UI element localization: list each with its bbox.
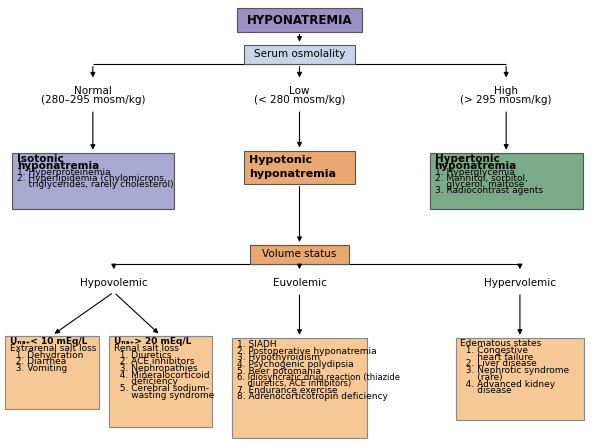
FancyBboxPatch shape xyxy=(109,335,213,427)
Text: 3. Nephropathies: 3. Nephropathies xyxy=(114,364,197,373)
Text: disease: disease xyxy=(460,386,512,395)
FancyBboxPatch shape xyxy=(244,45,355,64)
Text: diuretics, ACE inhibitors): diuretics, ACE inhibitors) xyxy=(237,379,351,388)
Text: Volume status: Volume status xyxy=(262,249,337,259)
Text: 3. Nephrotic syndrome: 3. Nephrotic syndrome xyxy=(460,366,570,375)
Text: Edematous states: Edematous states xyxy=(460,339,541,348)
Text: Renal salt loss: Renal salt loss xyxy=(114,344,179,353)
Text: glycerol, maltose: glycerol, maltose xyxy=(435,180,524,189)
Text: 2. Liver disease: 2. Liver disease xyxy=(460,359,537,368)
Text: 4. Advanced kidney: 4. Advanced kidney xyxy=(460,380,555,388)
Text: 1. Diuretics: 1. Diuretics xyxy=(114,351,171,359)
FancyBboxPatch shape xyxy=(244,151,355,184)
Text: wasting syndrome: wasting syndrome xyxy=(114,391,214,400)
Text: HYPONATREMIA: HYPONATREMIA xyxy=(247,13,352,27)
Text: 1. Congestive: 1. Congestive xyxy=(460,346,528,355)
Text: 8. Adrenocorticotropin deficiency: 8. Adrenocorticotropin deficiency xyxy=(237,392,388,401)
Text: 4. Psychogenic polydipsia: 4. Psychogenic polydipsia xyxy=(237,360,353,369)
Text: 2. Hyperlipidemia (chylomicrons,: 2. Hyperlipidemia (chylomicrons, xyxy=(17,174,167,183)
Text: Normal: Normal xyxy=(74,87,112,96)
Text: High: High xyxy=(494,87,518,96)
Text: Uₙₐ₊< 10 mEq/L: Uₙₐ₊< 10 mEq/L xyxy=(10,337,87,346)
Text: 7. Endurance exercise: 7. Endurance exercise xyxy=(237,386,337,395)
Text: Extrarenal salt loss: Extrarenal salt loss xyxy=(10,344,96,353)
Text: 1. Hyperproteinemia: 1. Hyperproteinemia xyxy=(17,168,110,177)
Text: hyponatremia: hyponatremia xyxy=(249,169,336,179)
Text: (< 280 mosm/kg): (< 280 mosm/kg) xyxy=(254,95,345,105)
FancyBboxPatch shape xyxy=(455,338,584,420)
FancyBboxPatch shape xyxy=(232,338,367,438)
Text: Low: Low xyxy=(289,87,310,96)
Text: (rare): (rare) xyxy=(460,373,503,382)
Text: triglycerides, rarely cholesterol): triglycerides, rarely cholesterol) xyxy=(17,180,173,189)
Text: Serum osmolality: Serum osmolality xyxy=(254,50,345,59)
FancyBboxPatch shape xyxy=(250,245,349,264)
Text: hyponatremia: hyponatremia xyxy=(435,161,517,171)
Text: heart failure: heart failure xyxy=(460,353,534,362)
FancyBboxPatch shape xyxy=(430,153,582,209)
Text: Isotonic: Isotonic xyxy=(17,154,63,164)
Text: Hypertonic: Hypertonic xyxy=(435,154,500,164)
Text: 5. Cerebral sodium-: 5. Cerebral sodium- xyxy=(114,384,208,393)
Text: 5. Beer potomania: 5. Beer potomania xyxy=(237,367,321,376)
Text: Hypotonic: Hypotonic xyxy=(249,155,312,165)
FancyBboxPatch shape xyxy=(5,335,99,409)
Text: Hypervolemic: Hypervolemic xyxy=(484,278,556,288)
Text: hyponatremia: hyponatremia xyxy=(17,161,99,171)
Text: 2. Mannitol, sorbitol,: 2. Mannitol, sorbitol, xyxy=(435,174,528,183)
Text: deficiency: deficiency xyxy=(114,377,177,386)
Text: 3. Hypothyroidism: 3. Hypothyroidism xyxy=(237,353,320,362)
FancyBboxPatch shape xyxy=(237,8,362,32)
Text: 6. Idiosyncratic drug reaction (thiazide: 6. Idiosyncratic drug reaction (thiazide xyxy=(237,373,400,382)
Text: 2. Diarrhea: 2. Diarrhea xyxy=(10,357,66,366)
Text: 3. Vomiting: 3. Vomiting xyxy=(10,364,67,373)
Text: 2. ACE inhibitors: 2. ACE inhibitors xyxy=(114,357,194,366)
Text: 4. Mineralocorticoid: 4. Mineralocorticoid xyxy=(114,371,209,380)
Text: 1. Dehydration: 1. Dehydration xyxy=(10,351,83,359)
Text: Hypovolemic: Hypovolemic xyxy=(80,278,147,288)
Text: 2. Postoperative hyponatremia: 2. Postoperative hyponatremia xyxy=(237,347,377,355)
Text: 3. Radiocontrast agents: 3. Radiocontrast agents xyxy=(435,186,543,195)
Text: Euvolemic: Euvolemic xyxy=(273,278,326,288)
FancyBboxPatch shape xyxy=(12,153,174,209)
Text: (> 295 mosm/kg): (> 295 mosm/kg) xyxy=(461,95,552,105)
Text: Uₙₐ₊> 20 mEq/L: Uₙₐ₊> 20 mEq/L xyxy=(114,337,191,346)
Text: 1. SIADH: 1. SIADH xyxy=(237,340,277,349)
Text: 1. Hyperglycemia: 1. Hyperglycemia xyxy=(435,168,515,177)
Text: (280–295 mosm/kg): (280–295 mosm/kg) xyxy=(41,95,145,105)
